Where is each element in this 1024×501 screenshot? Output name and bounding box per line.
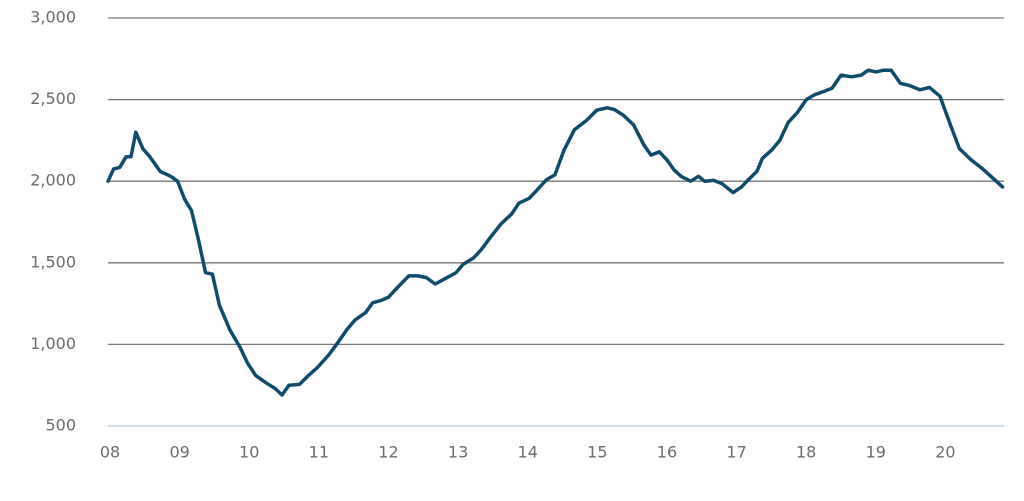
- x-tick-label: 10: [239, 443, 259, 462]
- x-tick-label: 11: [309, 443, 329, 462]
- y-tick-label: 1,000: [30, 334, 76, 353]
- x-tick-label: 16: [657, 443, 677, 462]
- y-tick-label: 2,500: [30, 89, 76, 108]
- x-tick-label: 18: [796, 443, 816, 462]
- y-tick-label: 3,000: [30, 8, 76, 27]
- x-tick-label: 15: [587, 443, 607, 462]
- data-line: [106, 68, 1005, 397]
- y-tick-label: 1,500: [30, 252, 76, 271]
- x-tick-label: 20: [935, 443, 955, 462]
- x-tick-label: 13: [448, 443, 468, 462]
- x-tick-label: 14: [518, 443, 538, 462]
- x-tick-label: 17: [726, 443, 746, 462]
- x-tick-label: 19: [866, 443, 886, 462]
- y-tick-label: 2,000: [30, 171, 76, 190]
- x-tick-label: 08: [100, 443, 120, 462]
- x-tick-label: 12: [378, 443, 398, 462]
- x-tick-label: 09: [169, 443, 189, 462]
- y-tick-label: 500: [45, 416, 76, 435]
